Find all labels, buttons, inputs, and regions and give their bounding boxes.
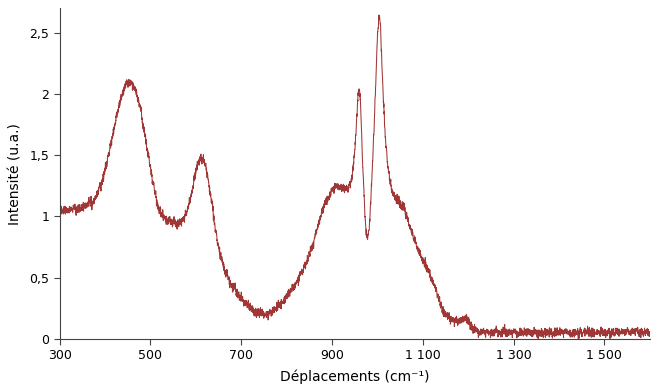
Y-axis label: Intensité (u.a.): Intensité (u.a.) bbox=[9, 123, 22, 225]
X-axis label: Déplacements (cm⁻¹): Déplacements (cm⁻¹) bbox=[280, 369, 430, 384]
